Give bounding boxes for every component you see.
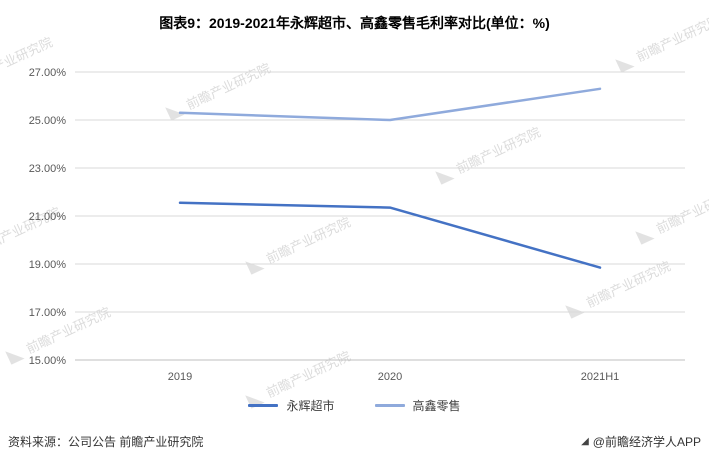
source-note: 资料来源：公司公告 前瞻产业研究院 bbox=[8, 435, 204, 449]
chart-title: 图表9：2019-2021年永辉超市、高鑫零售毛利率对比(单位：%) bbox=[159, 15, 550, 31]
legend-swatch-gaoxin bbox=[374, 404, 405, 407]
legend-item-gaoxin: 高鑫零售 bbox=[374, 397, 461, 414]
x-tick-label: 2021H1 bbox=[581, 371, 620, 383]
x-tick-label: 2020 bbox=[378, 371, 402, 383]
legend-label-yonghui: 永辉超市 bbox=[286, 399, 335, 413]
footer: 资料来源：公司公告 前瞻产业研究院 ◢ @前瞻经济学人APP bbox=[0, 433, 709, 453]
qianzhan-logo-icon: ◢ bbox=[581, 436, 589, 447]
y-tick-label: 23.00% bbox=[29, 163, 67, 175]
legend-item-yonghui: 永辉超市 bbox=[248, 397, 335, 414]
legend: 永辉超市 高鑫零售 bbox=[0, 397, 709, 414]
credit-note: ◢ @前瞻经济学人APP bbox=[581, 433, 701, 450]
y-tick-label: 19.00% bbox=[29, 259, 67, 271]
y-tick-label: 27.00% bbox=[29, 67, 67, 79]
x-tick-label: 2019 bbox=[168, 371, 192, 383]
line-chart: 15.00% 17.00% 19.00% 21.00% 23.00% 25.00% 27.0… bbox=[29, 67, 685, 383]
legend-label-gaoxin: 高鑫零售 bbox=[412, 399, 461, 413]
legend-swatch-yonghui bbox=[248, 404, 279, 407]
series-line-永辉超市 bbox=[178, 201, 602, 269]
y-tick-label: 17.00% bbox=[29, 307, 67, 319]
y-tick-label: 21.00% bbox=[29, 211, 67, 223]
y-tick-label: 15.00% bbox=[29, 355, 67, 367]
y-tick-label: 25.00% bbox=[29, 115, 67, 127]
series-line-高鑫零售 bbox=[178, 87, 602, 122]
credit-text: @前瞻经济学人APP bbox=[592, 435, 701, 449]
